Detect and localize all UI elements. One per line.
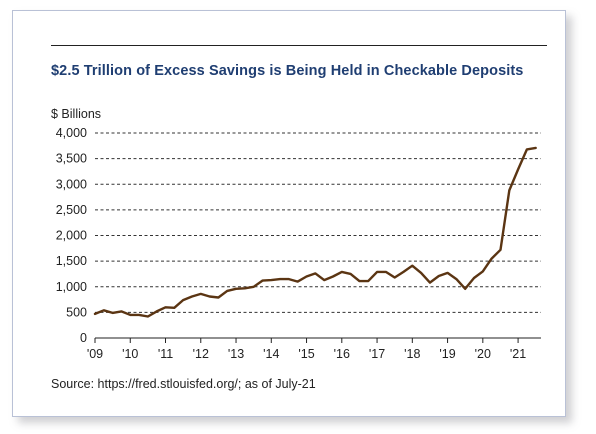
y-tick-label: 0	[80, 331, 87, 345]
x-tick-label: '11	[158, 347, 173, 361]
x-tick-label: '10	[122, 347, 138, 361]
x-tick-label: '20	[475, 347, 491, 361]
y-tick-label: 4,000	[56, 126, 87, 140]
x-tick-label: '14	[263, 347, 279, 361]
x-tick-label: '12	[193, 347, 209, 361]
x-tick-label: '09	[87, 347, 103, 361]
y-axis-unit-label: $ Billions	[51, 107, 102, 121]
x-tick-label: '21	[510, 347, 526, 361]
series-line	[93, 146, 537, 318]
series-line-layer	[93, 146, 537, 318]
x-tick-label: '15	[298, 347, 314, 361]
y-tick-labels: 0 500 1,000 1,500 2,000 2,500 3,000 3,500 4,000	[56, 126, 87, 345]
gridlines	[95, 132, 541, 313]
y-tick-label: 500	[66, 305, 87, 319]
chart-card: $2.5 Trillion of Excess Savings is Being…	[12, 10, 566, 417]
x-axis: '09 '10 '11 '12 '13 '14 '15 '16 '17 '18 '19 '20 '21	[87, 337, 541, 361]
top-rule	[51, 45, 547, 46]
line-chart: 05001,0001,5002,0002,5003,0003,5004,000 …	[56, 126, 541, 361]
x-tick-label: '13	[228, 347, 244, 361]
chart-title: $2.5 Trillion of Excess Savings is Being…	[51, 63, 524, 79]
y-tick-label: 1,500	[56, 254, 87, 268]
source-note: Source: https://fred.stlouisfed.org/; as…	[51, 377, 316, 391]
x-tick-label: '18	[404, 347, 420, 361]
x-tick-label: '17	[369, 347, 385, 361]
y-tick-label: 2,500	[56, 203, 87, 217]
y-tick-label: 1,000	[56, 280, 87, 294]
y-tick-label: 3,000	[56, 177, 87, 191]
y-tick-label: 2,000	[56, 229, 87, 243]
x-tick-label: '19	[439, 347, 455, 361]
y-tick-label: 3,500	[56, 152, 87, 166]
x-tick-label: '16	[334, 347, 350, 361]
